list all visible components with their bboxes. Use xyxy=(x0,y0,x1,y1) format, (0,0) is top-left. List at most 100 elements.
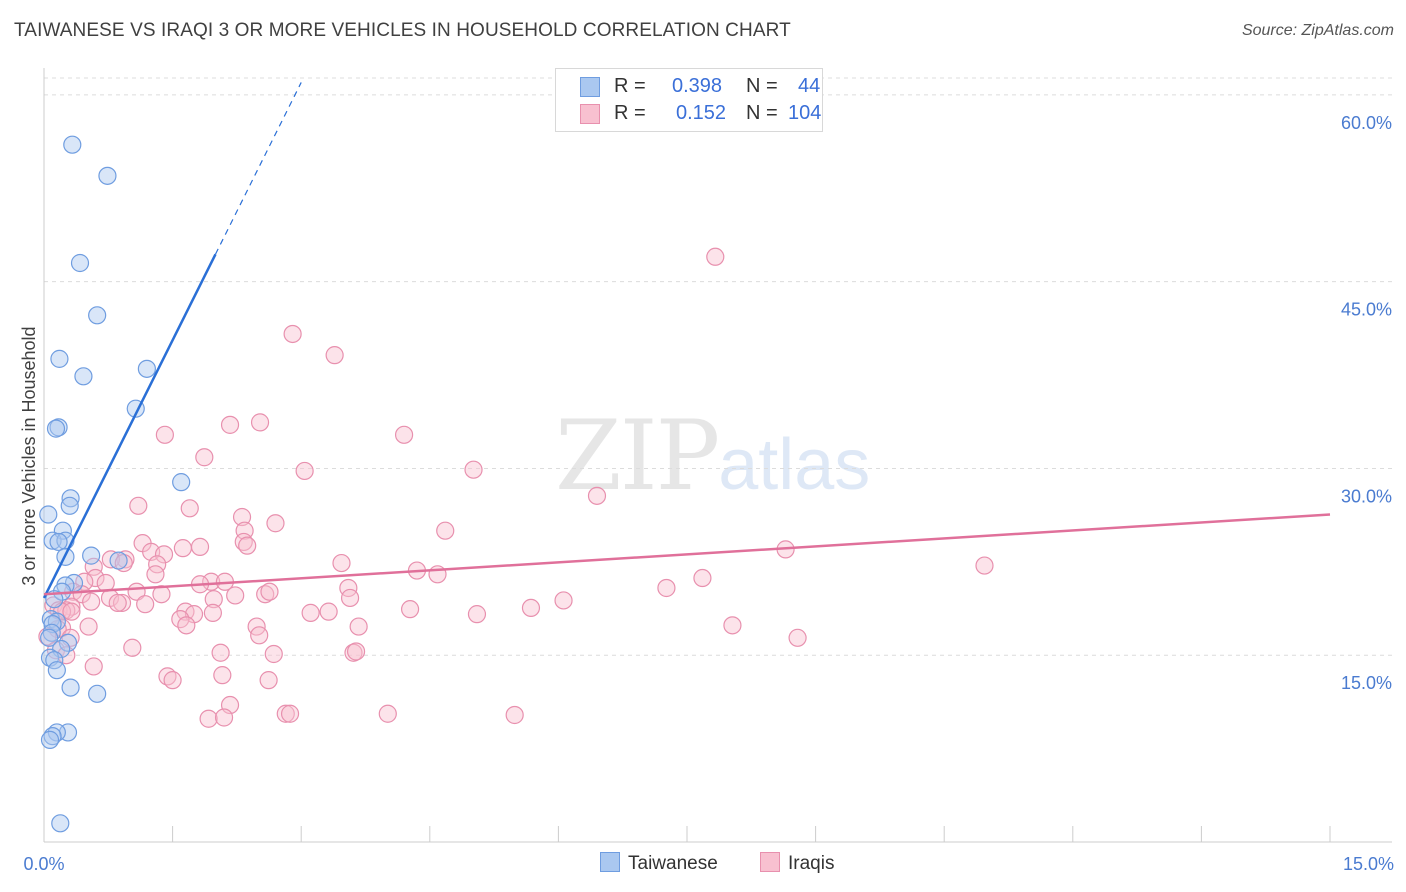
watermark-zip: ZIP xyxy=(555,400,720,512)
point-taiwanese xyxy=(39,505,58,524)
point-iraqis xyxy=(250,413,270,432)
y-axis-title: 3 or more Vehicles in Household xyxy=(19,326,39,585)
point-iraqis xyxy=(295,461,314,481)
trendline-iraqis xyxy=(43,513,1331,596)
point-taiwanese xyxy=(63,135,82,154)
point-taiwanese xyxy=(98,166,117,185)
point-iraqis xyxy=(220,415,240,434)
legend-item-taiwanese[interactable]: Taiwanese xyxy=(600,852,718,875)
y-tick-label: 30.0% xyxy=(1341,486,1392,506)
point-iraqis xyxy=(195,448,214,467)
point-taiwanese xyxy=(46,419,66,438)
grid-layer xyxy=(44,77,1392,656)
point-iraqis xyxy=(84,657,103,676)
y-tick-label: 60.0% xyxy=(1341,113,1392,133)
label-layer: 15.0% 30.0% 45.0% 60.0% 0.0% 15.0% 3 or more V… xyxy=(19,113,1394,874)
point-iraqis xyxy=(706,247,725,266)
point-iraqis xyxy=(154,545,174,564)
legend-swatch-taiwanese xyxy=(580,77,600,97)
point-iraqis xyxy=(657,578,676,598)
point-iraqis xyxy=(62,602,81,621)
point-taiwanese xyxy=(70,253,90,273)
point-taiwanese xyxy=(43,531,62,550)
point-iraqis xyxy=(238,536,257,555)
point-iraqis xyxy=(173,539,192,558)
point-iraqis xyxy=(693,568,712,588)
chart-title: TAIWANESE VS IRAQI 3 OR MORE VEHICLES IN… xyxy=(14,20,791,41)
point-taiwanese xyxy=(172,473,191,492)
x-tick-label: 15.0% xyxy=(1343,854,1394,874)
point-iraqis xyxy=(260,582,279,601)
legend-label-iraqis: Iraqis xyxy=(788,853,835,874)
point-iraqis xyxy=(250,626,269,645)
point-iraqis xyxy=(332,553,351,573)
point-iraqis xyxy=(788,628,807,647)
point-iraqis xyxy=(79,617,98,636)
point-iraqis xyxy=(975,556,994,575)
point-taiwanese xyxy=(88,306,107,325)
point-taiwanese xyxy=(109,551,128,570)
point-iraqis xyxy=(177,616,196,635)
watermark: ZIPatlas xyxy=(555,400,870,512)
point-iraqis xyxy=(202,572,221,591)
y-tick-label: 15.0% xyxy=(1341,673,1392,693)
legend-r-value: 0.152 xyxy=(676,102,727,124)
point-iraqis xyxy=(349,617,368,636)
point-iraqis xyxy=(214,708,234,727)
point-iraqis xyxy=(319,602,338,621)
point-iraqis xyxy=(199,709,218,728)
point-iraqis xyxy=(86,568,105,588)
point-iraqis xyxy=(129,496,148,515)
point-taiwanese xyxy=(49,532,68,552)
x-tick-label: 0.0% xyxy=(23,854,64,874)
point-iraqis xyxy=(325,346,344,365)
y-tick-label: 45.0% xyxy=(1341,300,1392,320)
point-taiwanese xyxy=(42,623,61,642)
point-taiwanese xyxy=(137,359,156,378)
point-taiwanese xyxy=(47,661,66,680)
point-iraqis xyxy=(505,705,524,725)
point-iraqis xyxy=(436,521,455,540)
legend-n-label: N = xyxy=(746,75,778,97)
legend-r-value: 0.398 xyxy=(672,75,723,97)
point-iraqis xyxy=(112,593,132,613)
point-iraqis xyxy=(394,425,414,444)
point-iraqis xyxy=(554,591,573,610)
point-iraqis xyxy=(340,588,360,608)
point-iraqis xyxy=(146,565,165,584)
point-taiwanese xyxy=(61,489,80,508)
point-taiwanese xyxy=(88,684,107,703)
legend-r-label: R = xyxy=(614,75,646,97)
legend-n-label: N = xyxy=(746,102,778,124)
legend-item-iraqis[interactable]: Iraqis xyxy=(760,852,834,875)
stats-legend: R = 0.398 N = 44 R = 0.152 N = 104 xyxy=(555,68,823,132)
legend-n-value: 44 xyxy=(798,75,821,97)
point-iraqis xyxy=(155,425,174,444)
legend-swatch-iraqis xyxy=(580,104,600,124)
point-iraqis xyxy=(84,557,103,576)
point-taiwanese xyxy=(40,628,59,647)
point-iraqis xyxy=(123,638,142,657)
point-iraqis xyxy=(378,704,397,723)
watermark-atlas: atlas xyxy=(718,425,871,505)
point-iraqis xyxy=(226,586,245,605)
point-taiwanese xyxy=(51,814,70,833)
source-label: Source: ZipAtlas.com xyxy=(1241,22,1394,39)
point-iraqis xyxy=(301,603,320,622)
point-iraqis xyxy=(180,499,199,518)
point-iraqis xyxy=(163,671,182,690)
point-iraqis xyxy=(464,460,483,479)
axis-layer xyxy=(43,68,1392,843)
point-iraqis xyxy=(283,324,302,344)
trendline-taiwanese-extension xyxy=(214,82,302,255)
point-iraqis xyxy=(266,514,285,533)
point-iraqis xyxy=(259,671,278,690)
point-taiwanese xyxy=(60,496,79,515)
point-taiwanese xyxy=(61,678,80,697)
trend-layer xyxy=(42,82,1331,599)
point-iraqis xyxy=(108,593,127,613)
point-iraqis xyxy=(264,644,283,664)
point-taiwanese xyxy=(82,546,101,565)
point-iraqis xyxy=(190,537,210,556)
